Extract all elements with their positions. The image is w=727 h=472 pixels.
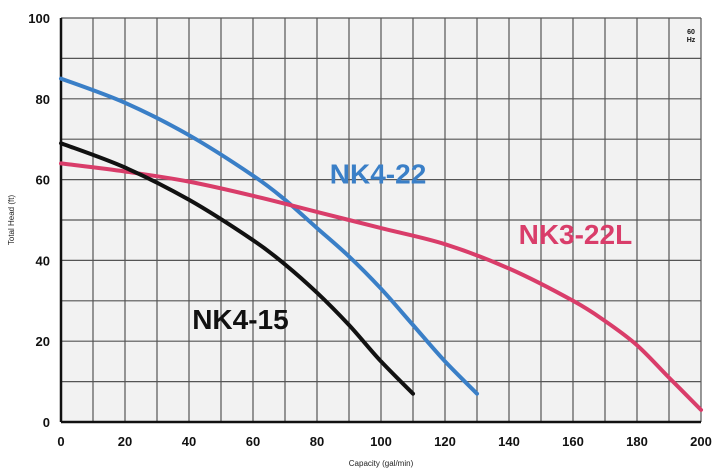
x-tick-label: 20 (118, 434, 132, 449)
x-tick-label: 100 (370, 434, 392, 449)
frequency-value: 60 (687, 29, 695, 36)
x-tick-label: 200 (690, 434, 712, 449)
x-tick-label: 40 (182, 434, 196, 449)
x-tick-label: 80 (310, 434, 324, 449)
x-tick-label: 60 (246, 434, 260, 449)
y-axis-title: Total Head (ft) (7, 195, 16, 246)
y-tick-labels: 0 20 40 60 80 100 (28, 11, 50, 430)
x-tick-label: 140 (498, 434, 520, 449)
y-tick-label: 0 (43, 415, 50, 430)
series-line-nk3-22l (59, 161, 703, 412)
series-line-nk4-22 (59, 76, 479, 396)
y-tick-label: 20 (36, 334, 50, 349)
series-label-nk4-15: NK4-15 (192, 304, 288, 335)
x-tick-labels: 0 20 40 60 80 100 120 140 160 180 200 (57, 434, 711, 449)
y-tick-label: 100 (28, 11, 50, 26)
series-labels: NK4-22 NK3-22L NK4-15 (192, 159, 632, 335)
x-tick-label: 160 (562, 434, 584, 449)
y-tick-label: 80 (36, 92, 50, 107)
x-tick-label: 0 (57, 434, 64, 449)
x-axis-title: Capacity (gal/min) (349, 459, 414, 468)
series-lines (59, 76, 703, 412)
x-tick-label: 180 (626, 434, 648, 449)
series-label-nk3-22l: NK3-22L (519, 219, 633, 250)
frequency-unit: Hz (687, 37, 696, 44)
y-tick-label: 40 (36, 253, 50, 268)
x-tick-label: 120 (434, 434, 456, 449)
y-tick-label: 60 (36, 173, 50, 188)
series-line-nk4-15 (59, 141, 415, 396)
series-label-nk4-22: NK4-22 (330, 159, 426, 190)
